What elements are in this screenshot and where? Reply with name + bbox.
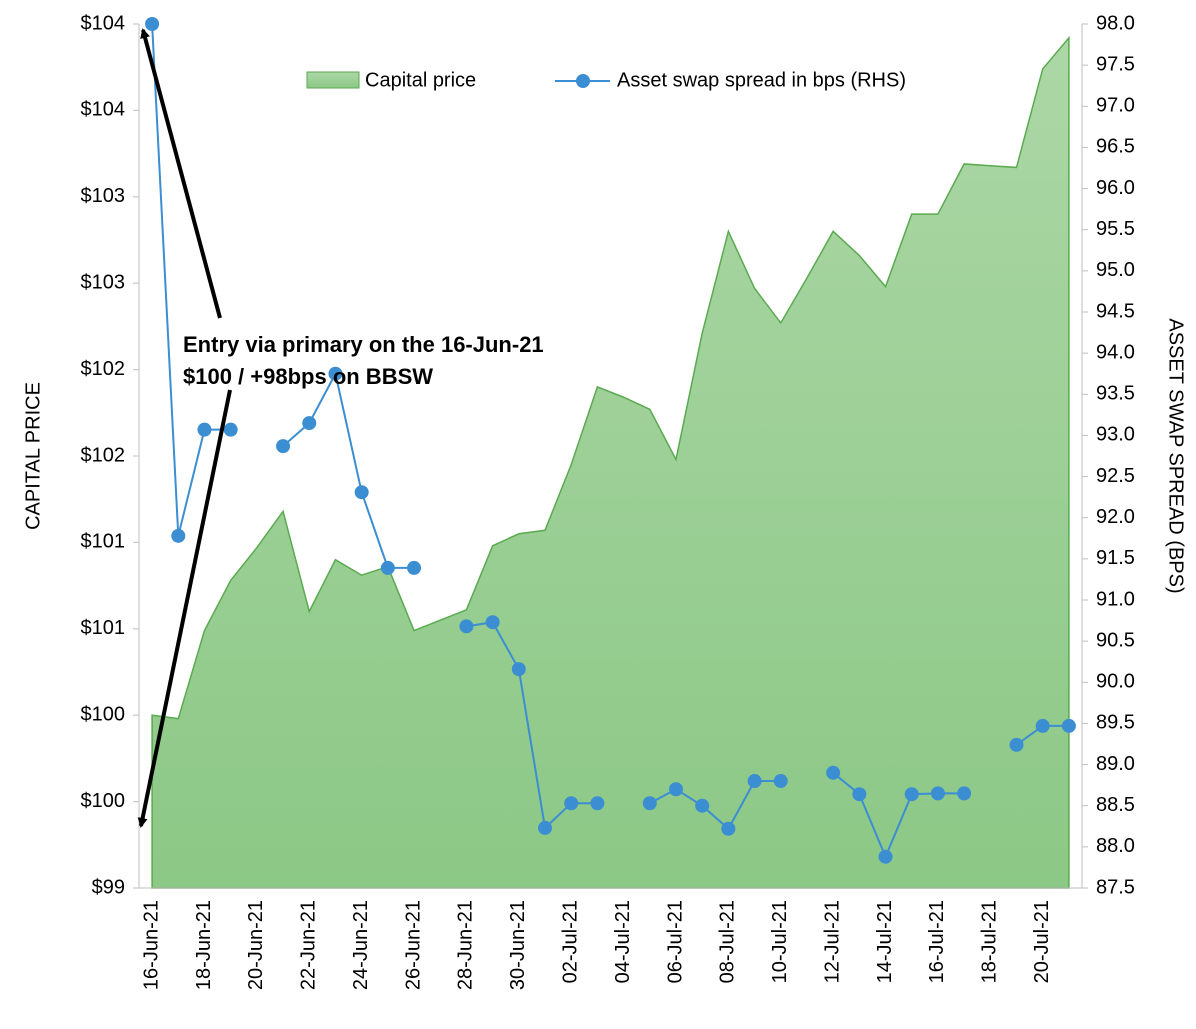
marker — [302, 416, 317, 431]
marker — [564, 796, 579, 811]
marker — [1009, 737, 1024, 752]
marker — [642, 796, 657, 811]
marker — [957, 786, 972, 801]
y2ticks-label: 96.0 — [1096, 177, 1135, 199]
y2ticks-label: 95.5 — [1096, 218, 1135, 240]
x-tick-label: 28-Jun-21 — [455, 900, 477, 990]
x-tick-label: 20-Jun-21 — [245, 900, 267, 990]
marker — [511, 662, 526, 677]
area — [151, 35, 1070, 889]
y2ticks-label: 93.5 — [1096, 383, 1135, 405]
legend-label: Asset swap spread in bps (RHS) — [617, 69, 906, 91]
x-tick-label: 16-Jul-21 — [926, 900, 948, 983]
y2ticks-label: 88.0 — [1096, 835, 1135, 857]
marker — [668, 782, 683, 797]
yticks-label: $101 — [81, 617, 126, 639]
yticks-label: $99 — [92, 876, 125, 898]
x-tick-label: 06-Jul-21 — [664, 900, 686, 983]
yticks-label: $100 — [81, 703, 126, 725]
marker — [276, 439, 291, 454]
y2ticks-label: 87.5 — [1096, 876, 1135, 898]
y2ticks-label: 93.0 — [1096, 424, 1135, 446]
marker — [407, 560, 422, 575]
marker — [354, 485, 369, 500]
y2-axis-title: ASSET SWAP SPREAD (BPS) — [1165, 318, 1187, 593]
yticks-label: $104 — [81, 12, 126, 34]
y2ticks-label: 92.5 — [1096, 465, 1135, 487]
annotation: $100 / +98bps on BBSW — [183, 364, 433, 389]
y2ticks-label: 96.5 — [1096, 136, 1135, 158]
y2ticks-label: 97.5 — [1096, 53, 1135, 75]
marker — [485, 615, 500, 630]
marker — [171, 528, 186, 543]
marker — [904, 787, 919, 802]
marker — [826, 765, 841, 780]
x-tick-label: 22-Jun-21 — [298, 900, 320, 990]
x-tick-label: 12-Jul-21 — [821, 900, 843, 983]
marker — [328, 366, 343, 381]
x-tick-label: 30-Jun-21 — [507, 900, 529, 990]
yticks-label: $100 — [81, 790, 126, 812]
yticks-label: $104 — [81, 99, 126, 121]
legend-label: Capital price — [365, 69, 476, 91]
y2ticks-label: 95.0 — [1096, 259, 1135, 281]
marker — [590, 796, 605, 811]
annotation: Entry via primary on the 16-Jun-21 — [183, 332, 544, 357]
yticks-label: $103 — [81, 185, 126, 207]
y-axis-title: CAPITAL PRICE — [22, 382, 44, 530]
x-tick-label: 02-Jul-21 — [559, 900, 581, 983]
marker — [878, 849, 893, 864]
line — [282, 370, 415, 569]
x-tick-label: 14-Jul-21 — [874, 900, 896, 983]
line — [151, 23, 231, 537]
y2ticks-label: 91.5 — [1096, 547, 1135, 569]
x-tick-label: 26-Jun-21 — [402, 900, 424, 990]
yticks-label: $101 — [81, 531, 126, 553]
x-tick-label: 24-Jun-21 — [350, 900, 372, 990]
x-tick-label: 08-Jul-21 — [717, 900, 739, 983]
marker — [1061, 718, 1076, 733]
marker — [747, 774, 762, 789]
y2ticks-label: 94.0 — [1096, 341, 1135, 363]
marker — [930, 786, 945, 801]
marker — [538, 820, 553, 835]
y2ticks-label: 89.0 — [1096, 753, 1135, 775]
yticks-label: $102 — [81, 444, 126, 466]
y2ticks-label: 90.0 — [1096, 671, 1135, 693]
y2ticks-label: 94.5 — [1096, 300, 1135, 322]
marker — [380, 560, 395, 575]
x-tick-label: 18-Jun-21 — [193, 900, 215, 990]
legend-swatch-marker — [576, 74, 590, 88]
marker — [773, 774, 788, 789]
yticks-label: $103 — [81, 271, 126, 293]
x-tick-label: 18-Jul-21 — [979, 900, 1001, 983]
y2ticks-label: 97.0 — [1096, 95, 1135, 117]
y2ticks-label: 90.5 — [1096, 629, 1135, 651]
y2ticks-label: 98.0 — [1096, 12, 1135, 34]
yticks-label: $102 — [81, 358, 126, 380]
y2ticks-label: 88.5 — [1096, 794, 1135, 816]
annotation-arrow — [137, 389, 232, 828]
marker — [852, 787, 867, 802]
legend: Capital price Asset swap spread in bps (… — [306, 69, 906, 91]
x-tick-label: 10-Jul-21 — [769, 900, 791, 983]
marker — [695, 798, 710, 813]
marker — [721, 821, 736, 836]
legend-swatch-area — [306, 71, 360, 89]
marker — [459, 619, 474, 634]
plot-area: $99 $100 $100 $101 $101 $102 $102 $103 $103 $104 $… — [81, 12, 1135, 990]
marker — [145, 17, 160, 31]
marker — [197, 422, 212, 437]
marker — [1035, 718, 1050, 733]
marker — [223, 422, 238, 437]
y2ticks-label: 91.0 — [1096, 588, 1135, 610]
y2ticks-label: 92.0 — [1096, 506, 1135, 528]
x-tick-label: 20-Jul-21 — [1031, 900, 1053, 983]
annotation-arrow — [140, 28, 222, 319]
y2ticks-label: 89.5 — [1096, 712, 1135, 734]
x-tick-label: 04-Jul-21 — [612, 900, 634, 983]
x-tick-label: 16-Jun-21 — [140, 900, 162, 990]
